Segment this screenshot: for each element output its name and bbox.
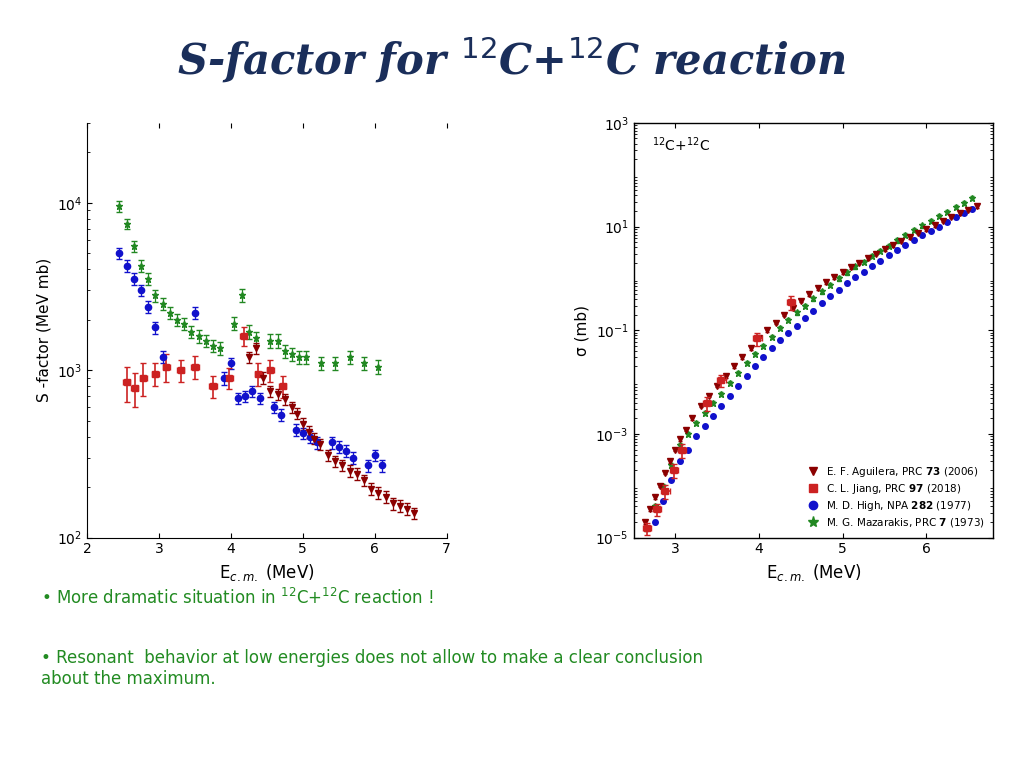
Y-axis label: σ (mb): σ (mb) (574, 305, 590, 356)
Text: • More dramatic situation in $^{12}$C+$^{12}$C reaction !: • More dramatic situation in $^{12}$C+$^… (41, 588, 433, 607)
Text: S-factor for $^{12}$C+$^{12}$C reaction: S-factor for $^{12}$C+$^{12}$C reaction (177, 35, 847, 84)
X-axis label: E$_{c.m.}$ (MeV): E$_{c.m.}$ (MeV) (219, 562, 314, 583)
X-axis label: E$_{c.m.}$ (MeV): E$_{c.m.}$ (MeV) (766, 562, 861, 583)
Text: $^{12}$C+$^{12}$C: $^{12}$C+$^{12}$C (651, 135, 710, 154)
Text: • Resonant  behavior at low energies does not allow to make a clear conclusion
a: • Resonant behavior at low energies does… (41, 649, 702, 688)
Legend: E. F. Aguilera, PRC $\mathbf{73}$ (2006), C. L. Jiang, PRC $\mathbf{97}$ (2018),: E. F. Aguilera, PRC $\mathbf{73}$ (2006)… (799, 462, 988, 532)
Y-axis label: S -factor (MeV mb): S -factor (MeV mb) (36, 258, 51, 402)
